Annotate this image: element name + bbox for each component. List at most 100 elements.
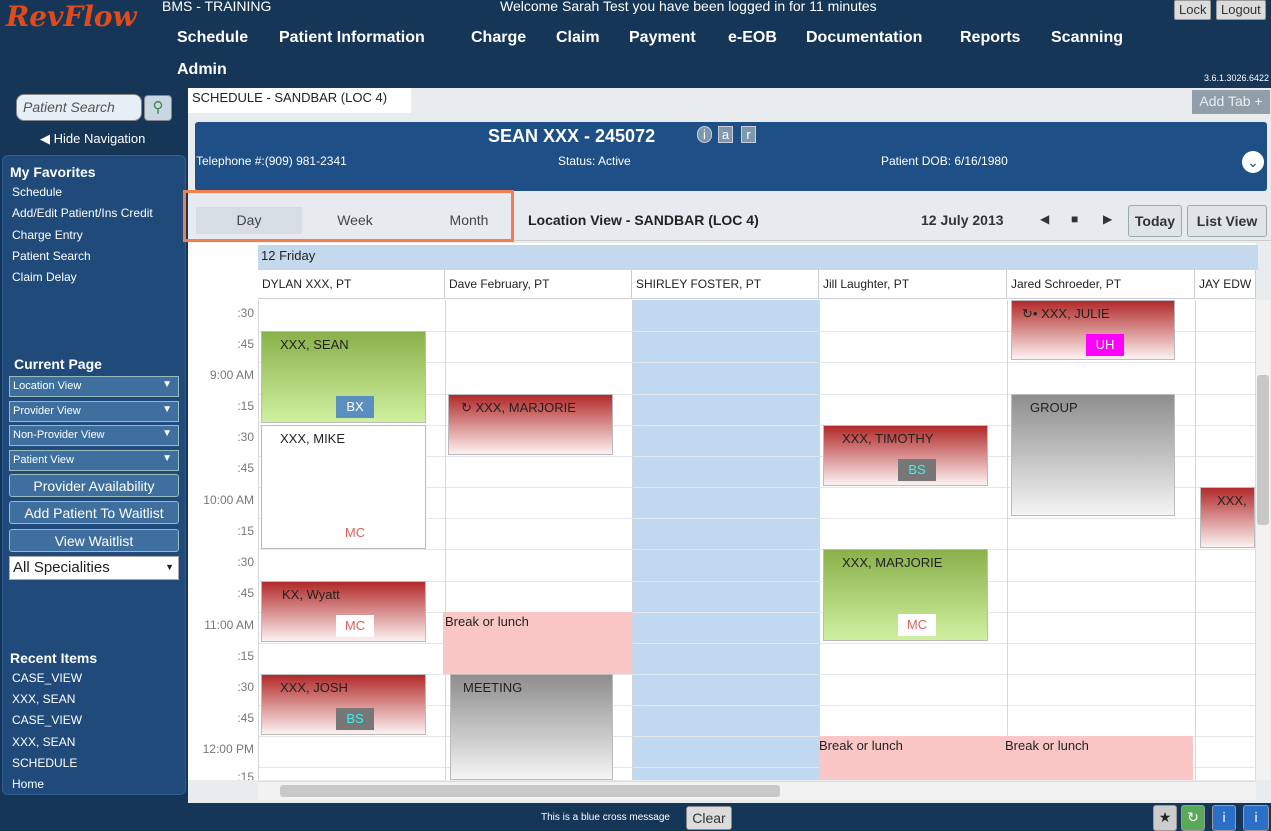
provider-column-header[interactable]: Jill Laughter, PT (819, 270, 1007, 299)
recent-item[interactable]: XXX, SEAN (12, 692, 76, 706)
provider-column-header[interactable]: SHIRLEY FOSTER, PT (632, 270, 819, 299)
chevron-down-icon[interactable]: ⌄ (1242, 151, 1264, 173)
non-provider-view-select[interactable]: Non-Provider View ▼ (9, 425, 179, 446)
nav-documentation[interactable]: Documentation (806, 29, 923, 46)
recent-item[interactable]: CASE_VIEW (12, 713, 83, 727)
appointment[interactable]: ↻ XXX, MARJORIE (448, 394, 613, 455)
location-view-title: Location View - SANDBAR (LOC 4) (528, 212, 759, 228)
recent-item[interactable]: XXX, SEAN (12, 735, 76, 749)
record-badge[interactable]: r (741, 126, 756, 143)
appointment[interactable]: ↻• XXX, JULIE UH (1011, 300, 1175, 360)
time-label: 11:00 AM (204, 618, 254, 632)
chevron-down-icon: ▼ (162, 404, 172, 415)
break-block[interactable]: Break or lunch (819, 736, 1007, 780)
logout-button[interactable]: Logout (1216, 0, 1266, 20)
clear-button[interactable]: Clear (686, 806, 732, 830)
appointment[interactable]: XXX, SEAN BX (261, 331, 426, 423)
patient-phone: Telephone #:(909) 981-2341 (196, 154, 347, 168)
nav-payment[interactable]: Payment (629, 29, 696, 46)
favorite-add-edit-patient[interactable]: Add/Edit Patient/Ins Credit (12, 206, 153, 220)
nav-scanning[interactable]: Scanning (1051, 29, 1124, 46)
favorite-schedule[interactable]: Schedule (12, 185, 63, 199)
provider-column-header[interactable]: Jared Schroeder, PT (1007, 270, 1195, 299)
list-view-button[interactable]: List View (1187, 205, 1267, 237)
patient-search-input[interactable]: Patient Search (16, 94, 142, 121)
grid-line (258, 456, 1256, 457)
grid-line (258, 612, 1256, 613)
break-block[interactable]: Break or lunch (443, 612, 632, 674)
info-badge[interactable]: i (697, 126, 712, 143)
previous-icon[interactable]: ◀ (1040, 212, 1050, 226)
tab-week[interactable]: Week (337, 212, 373, 228)
break-block[interactable]: Break or lunch (1005, 736, 1193, 780)
current-page-title: Current Page (14, 356, 102, 372)
appointment[interactable]: XXX, MIKE MC (261, 425, 426, 549)
patient-view-select[interactable]: Patient View ▼ (9, 450, 179, 471)
appointment-tag: MC (344, 525, 366, 540)
info-icon[interactable]: i (1243, 805, 1269, 831)
status-message: This is a blue cross message (541, 812, 670, 823)
lock-button[interactable]: Lock (1174, 0, 1212, 20)
appointment[interactable]: XXX, (1200, 487, 1255, 548)
tab-schedule[interactable]: SCHEDULE - SANDBAR (LOC 4) (188, 88, 411, 113)
appointment[interactable]: GROUP (1011, 394, 1175, 516)
vertical-scrollbar[interactable] (1255, 300, 1270, 780)
favorite-charge-entry[interactable]: Charge Entry (12, 228, 83, 242)
appointment[interactable]: KX, Wyatt MC (261, 581, 426, 642)
next-icon[interactable]: ▶ (1103, 212, 1113, 226)
refresh-icon[interactable]: ↻ (1181, 805, 1205, 831)
time-label: 9:00 AM (209, 368, 254, 382)
nav-claim[interactable]: Claim (556, 29, 600, 46)
day-header: 12 Friday (258, 245, 1258, 270)
recent-item[interactable]: Home (12, 777, 45, 791)
hide-navigation-link[interactable]: ◀ Hide Navigation (40, 131, 145, 147)
location-view-select[interactable]: Location View ▼ (9, 376, 179, 397)
tab-day[interactable]: Day (196, 207, 302, 234)
add-patient-to-waitlist-button[interactable]: Add Patient To Waitlist (9, 501, 179, 524)
add-tab-button[interactable]: Add Tab + (1192, 90, 1270, 114)
appointment[interactable]: XXX, MARJORIE MC (823, 549, 988, 641)
provider-column-header[interactable]: Dave February, PT (445, 270, 632, 299)
alert-badge[interactable]: a (718, 126, 733, 143)
star-icon[interactable]: ★ (1153, 805, 1177, 831)
view-waitlist-button[interactable]: View Waitlist (9, 529, 179, 552)
top-header (0, 0, 1271, 88)
provider-availability-button[interactable]: Provider Availability (9, 474, 179, 497)
provider-column-header[interactable]: JAY EDW (1195, 270, 1256, 299)
app-logo: RevFlow (6, 0, 137, 33)
horizontal-scrollbar[interactable] (258, 781, 1256, 800)
recent-item[interactable]: CASE_VIEW (12, 671, 83, 685)
time-label: :30 (237, 306, 254, 320)
appointment[interactable]: XXX, JOSH BS (261, 674, 426, 735)
column-line (445, 300, 446, 780)
column-line (819, 300, 820, 780)
environment-label: BMS - TRAINING (162, 0, 272, 14)
grid-line (258, 643, 1256, 644)
info-icon[interactable]: i (1212, 805, 1236, 831)
provider-view-select[interactable]: Provider View ▼ (9, 401, 179, 422)
favorite-patient-search[interactable]: Patient Search (12, 249, 91, 263)
nav-schedule[interactable]: Schedule (177, 29, 249, 46)
provider-column-header[interactable]: DYLAN XXX, PT (258, 270, 445, 299)
specialities-select[interactable]: All Specialities ▼ (9, 556, 179, 580)
chevron-down-icon: ▼ (162, 379, 172, 390)
stop-icon[interactable]: ■ (1071, 212, 1079, 226)
nav-e-eob[interactable]: e-EOB (728, 29, 777, 46)
chevron-down-icon: ▼ (165, 562, 174, 572)
nav-admin[interactable]: Admin (177, 61, 227, 78)
tab-month[interactable]: Month (449, 212, 489, 228)
nav-reports[interactable]: Reports (960, 29, 1021, 46)
time-label: :15 (237, 649, 254, 663)
appointment-tag: BX (336, 396, 374, 418)
nav-patient-information[interactable]: Patient Information (279, 29, 425, 46)
appointment[interactable]: XXX, TIMOTHY BS (823, 425, 988, 486)
grid-line (258, 549, 1256, 550)
today-button[interactable]: Today (1128, 205, 1182, 237)
appointment-tag: UH (1086, 334, 1124, 356)
recent-item[interactable]: SCHEDULE (12, 756, 78, 770)
nav-charge[interactable]: Charge (471, 29, 527, 46)
appointment[interactable]: MEETING (450, 674, 613, 780)
search-icon[interactable]: ⚲ (144, 95, 172, 121)
grid-line (258, 362, 1256, 363)
favorite-claim-delay[interactable]: Claim Delay (12, 270, 77, 284)
